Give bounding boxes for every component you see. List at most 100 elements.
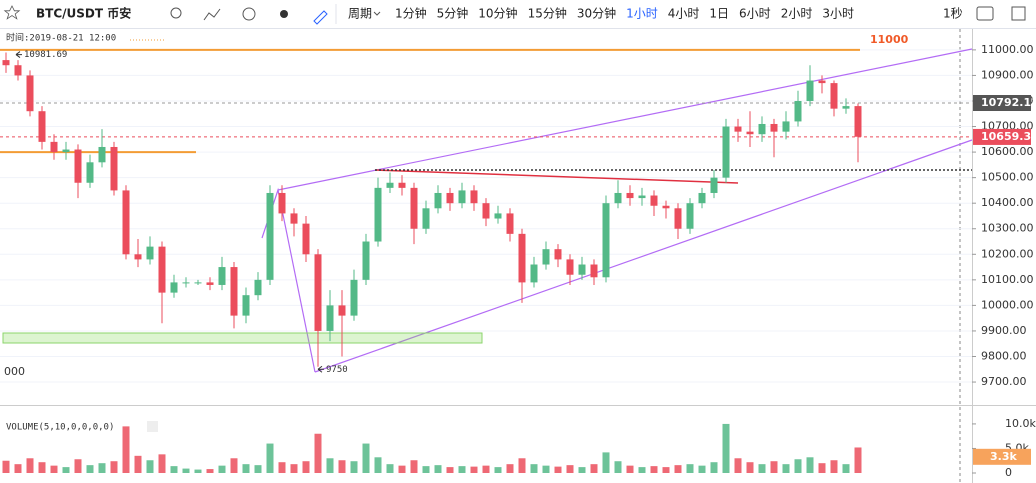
y-tick-label: 10000.00 (981, 298, 1034, 311)
volume-bar (638, 467, 646, 473)
volume-bar (794, 459, 802, 473)
candle-body (446, 192, 454, 204)
candle-body (722, 126, 730, 178)
volume-current-box (973, 448, 1031, 465)
volume-settings[interactable] (147, 421, 158, 432)
star-icon[interactable] (3, 5, 21, 20)
y-tick-label: 10500.00 (981, 171, 1034, 184)
settings-icon[interactable] (242, 7, 256, 21)
candle-body (746, 131, 754, 135)
volume-bar (434, 465, 442, 473)
volume-bar (290, 464, 298, 473)
interval[interactable]: 6小时 (739, 7, 771, 21)
volume-bar (410, 460, 418, 473)
y-tick-label: 10100.00 (981, 273, 1034, 286)
volume-bar (98, 463, 106, 473)
theme-icon[interactable] (280, 10, 288, 18)
candle-body (230, 267, 238, 316)
candle-body (314, 254, 322, 331)
interval[interactable]: 1日 (709, 7, 729, 21)
candle-body (86, 162, 94, 183)
volume-bar (122, 426, 130, 473)
volume-bar (146, 460, 154, 473)
volume-bar (422, 466, 430, 473)
volume-bar (830, 460, 838, 473)
candle-body (278, 192, 286, 214)
caret (373, 11, 381, 16)
candle-body (110, 146, 118, 191)
candle-body (818, 80, 826, 84)
candle-body (782, 121, 790, 132)
candle-body (38, 111, 46, 142)
candle-body (662, 205, 670, 209)
last-price-label: 10659.32 (981, 130, 1036, 143)
level-label: 11000 (870, 33, 909, 46)
candle-body (710, 177, 718, 193)
interval[interactable]: 30分钟 (577, 6, 616, 21)
candle-body (326, 305, 334, 331)
volume-bar (206, 469, 214, 473)
volume-bar (110, 461, 118, 473)
seconds[interactable]: 1秒 (943, 7, 963, 21)
volume-bar (770, 461, 778, 473)
candle-body (218, 267, 226, 285)
volume-bar (494, 467, 502, 473)
interval[interactable]: 1分钟 (395, 6, 427, 21)
candle-body (158, 246, 166, 293)
candle-body (62, 149, 70, 153)
camera-icon[interactable] (976, 6, 994, 21)
period-label[interactable]: 周期 (348, 7, 372, 21)
volume-bar (746, 462, 754, 473)
volume-bar (242, 464, 250, 473)
interval[interactable]: 5分钟 (437, 6, 469, 21)
interval[interactable]: 4小时 (668, 7, 700, 21)
volume-bar (350, 461, 358, 473)
interval[interactable]: 15分钟 (528, 6, 567, 21)
candle-body (458, 190, 466, 204)
last-price-box (973, 128, 1031, 145)
candle-body (638, 195, 646, 199)
interval[interactable]: 2小时 (781, 7, 813, 21)
volume-bar (650, 466, 658, 473)
candle-body (686, 203, 694, 229)
symbol[interactable]: BTC/USDT 币安 (36, 6, 131, 21)
interval[interactable]: 3小时 (822, 7, 854, 21)
volume-bar (50, 465, 58, 473)
volume-bar (386, 464, 394, 473)
candle-body (170, 282, 178, 293)
y-tick-label: 10200.00 (981, 247, 1034, 260)
candle-body (842, 106, 850, 109)
candle-body (494, 213, 502, 219)
draw-icon[interactable] (313, 10, 328, 25)
volume-bar (338, 460, 346, 473)
volume-bar (194, 469, 202, 473)
volume-bar (626, 465, 634, 473)
volume-bar (218, 465, 226, 473)
y-tick-label: 11000.00 (981, 43, 1034, 56)
volume-bar (686, 464, 694, 473)
interval[interactable]: 10分钟 (478, 6, 517, 21)
volume-bar (398, 465, 406, 473)
candle-body (50, 141, 58, 153)
interval[interactable]: 1小时 (626, 7, 658, 21)
volume-tick-label: 10.0k (1005, 417, 1036, 430)
candle-body (770, 123, 778, 132)
volume-bar (314, 433, 322, 473)
volume-bar (362, 443, 370, 473)
candle-body (566, 259, 574, 275)
support-zone (2, 332, 483, 344)
candle-body (650, 195, 658, 206)
volume-bar (170, 466, 178, 473)
candle-body (206, 282, 214, 285)
candle-body (290, 213, 298, 224)
candle-body (146, 246, 154, 260)
volume-bar (374, 457, 382, 473)
volume-bar (38, 462, 46, 473)
indicator-icon[interactable] (203, 8, 221, 21)
volume-bar (782, 464, 790, 473)
upper-channel (277, 48, 973, 191)
search-icon[interactable] (170, 7, 182, 19)
volume-bar (602, 452, 610, 473)
fullscreen-icon[interactable] (1011, 6, 1026, 21)
candle-body (182, 282, 190, 284)
